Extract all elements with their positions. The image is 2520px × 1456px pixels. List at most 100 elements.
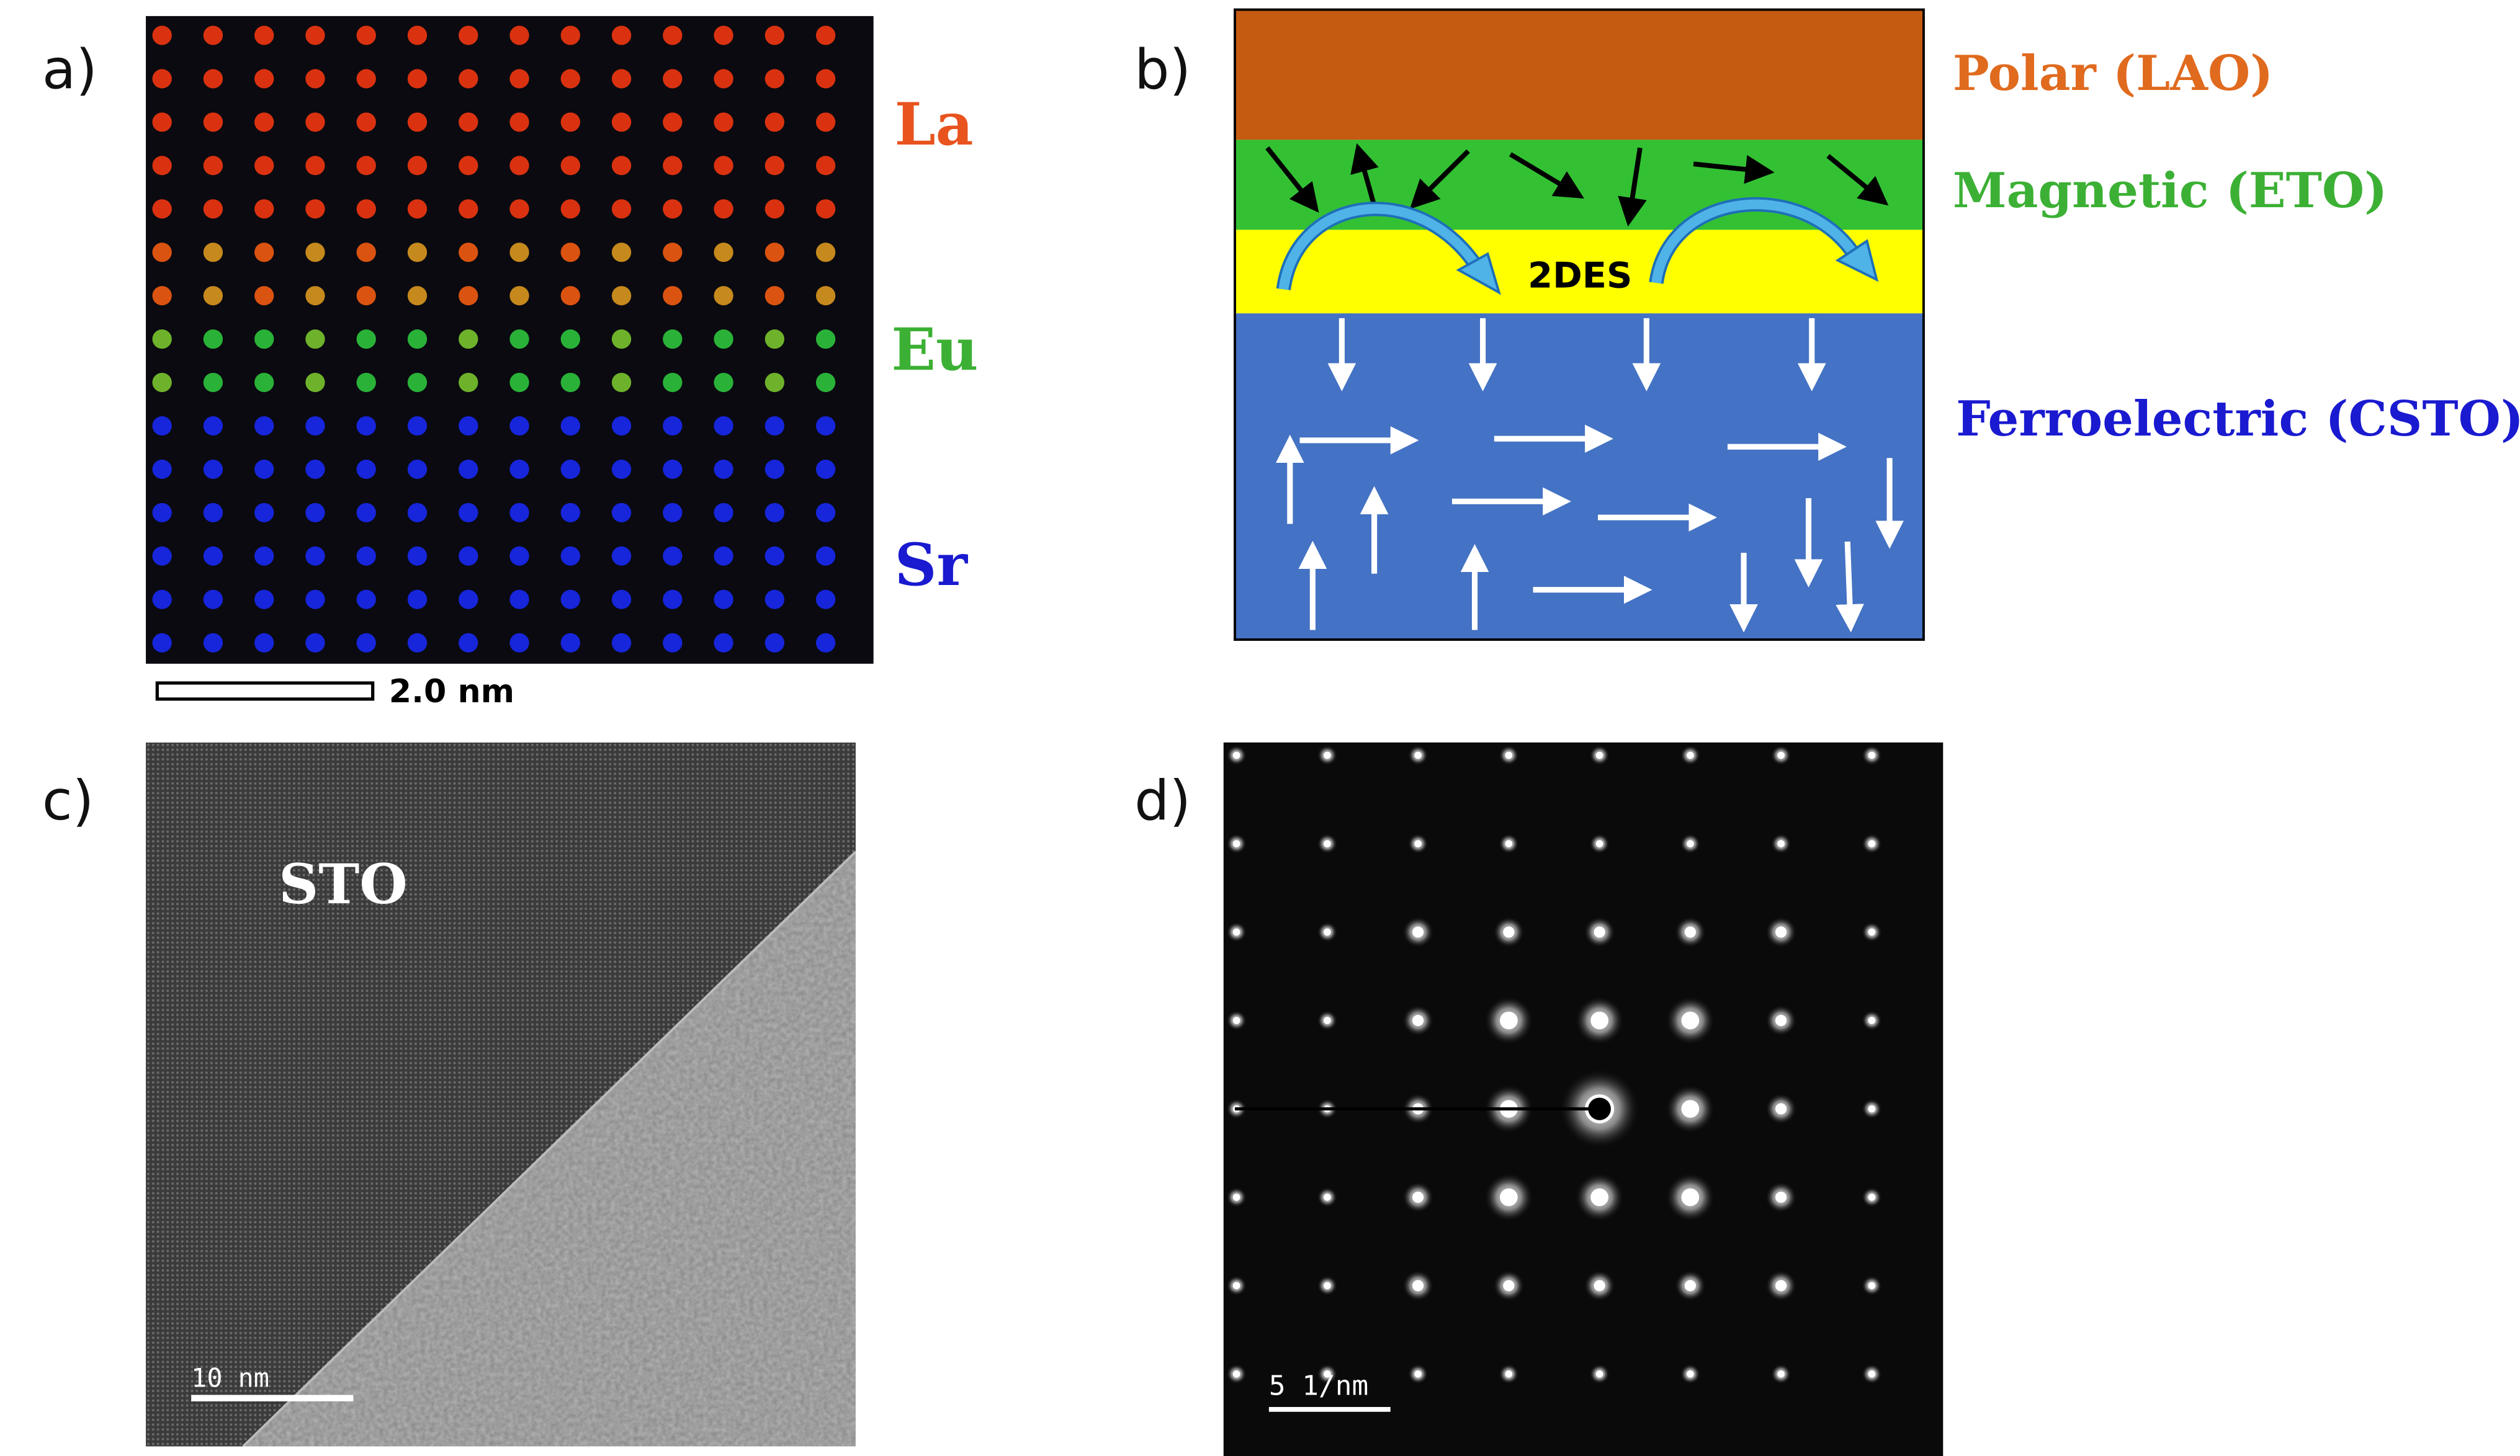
spin-arrow (1265, 146, 1319, 213)
atom-column (407, 633, 428, 653)
atom-column (815, 633, 836, 653)
atom-column (509, 633, 529, 653)
diffraction-spot-core (1414, 1370, 1422, 1378)
diffraction-spot-core (1505, 751, 1513, 759)
atom-column (203, 112, 223, 132)
atom-column (611, 329, 632, 349)
diffraction-spot-core (1868, 840, 1876, 847)
diffraction-spot-core (1681, 1188, 1700, 1207)
atom-column (765, 546, 785, 566)
diffraction-spot-core (1412, 1280, 1424, 1292)
atom-column (765, 459, 785, 479)
atom-column (765, 372, 785, 393)
atom-column (407, 372, 428, 393)
atom-column (509, 502, 529, 522)
atom-column (815, 502, 836, 522)
atom-column (815, 112, 836, 132)
diffraction-spot-core (1232, 928, 1240, 936)
atom-column (509, 112, 529, 132)
atom-column (509, 589, 529, 609)
atom-column (663, 69, 683, 89)
atom-column (152, 546, 172, 566)
atom-column (152, 329, 172, 349)
interface-layer (1235, 230, 1924, 314)
beam-stop-tip (1588, 1097, 1611, 1120)
atom-column (203, 416, 223, 436)
atom-column (765, 589, 785, 609)
atom-column (407, 199, 428, 219)
atom-column (509, 156, 529, 176)
diffraction-spot-core (1324, 1194, 1331, 1201)
atom-column (152, 502, 172, 522)
atom-column (611, 69, 632, 89)
atom-column (714, 243, 733, 262)
atom-column (459, 69, 478, 89)
panel-label: b) (1134, 38, 1191, 102)
panel-label: a) (42, 38, 97, 102)
atom-column (815, 25, 836, 45)
stack-outline (1234, 8, 1925, 641)
diffraction-spot-core (1868, 1194, 1876, 1201)
atom-column (611, 112, 632, 132)
diffraction-spot-core (1594, 926, 1605, 938)
atom-column (714, 329, 733, 349)
diffraction-spot-core (1595, 1370, 1603, 1378)
atom-column (305, 546, 325, 566)
diffraction-spot-core (1505, 1370, 1513, 1378)
atom-column (765, 112, 785, 132)
diffraction-spot-core (1686, 751, 1694, 759)
atom-column (152, 286, 172, 306)
atom-column (509, 372, 529, 393)
diffraction-spot-core (1505, 840, 1513, 847)
atom-column (356, 459, 376, 479)
atom-column (152, 112, 172, 132)
polarization-arrow (1836, 541, 1864, 633)
atom-column (663, 112, 683, 132)
diffraction-spot-core (1777, 840, 1785, 847)
diffraction-spot-core (1232, 1282, 1240, 1290)
spin-arrow (1826, 154, 1889, 206)
atom-column (407, 286, 428, 306)
atom-column (765, 286, 785, 306)
element-label: Sr (895, 531, 969, 599)
atom-column (356, 69, 376, 89)
diffraction-spot-core (1324, 1370, 1331, 1378)
atom-column (407, 546, 428, 566)
atom-column (560, 633, 580, 653)
transfer-arrow (1651, 199, 1865, 284)
diffraction-spot-core (1684, 1280, 1697, 1292)
atom-column (254, 286, 274, 306)
atom-column (560, 416, 580, 436)
atom-column (305, 243, 325, 262)
atom-column (254, 156, 274, 176)
atom-column (305, 633, 325, 653)
atom-column (459, 112, 478, 132)
diffraction-spot-core (1775, 1280, 1787, 1292)
atom-column (815, 156, 836, 176)
panel-label: c) (42, 769, 94, 833)
diffraction-spot-core (1503, 926, 1515, 938)
diffraction-spot-core (1775, 1191, 1787, 1203)
atom-column (611, 243, 632, 262)
atom-column (203, 329, 223, 349)
atom-column (152, 243, 172, 262)
atom-column (509, 25, 529, 45)
atom-column (560, 25, 580, 45)
diffraction-spot-core (1868, 1017, 1876, 1024)
atom-column (663, 459, 683, 479)
diffraction-spots (1226, 745, 1882, 1385)
atom-column (407, 69, 428, 89)
spin-arrow (1409, 149, 1470, 210)
atom-column (560, 589, 580, 609)
atom-column (459, 286, 478, 306)
atom-column (663, 546, 683, 566)
scale-bar (155, 681, 375, 701)
lao-layer (1235, 9, 1924, 140)
atom-column (714, 502, 733, 522)
diffraction-spot-core (1681, 1011, 1700, 1030)
atom-column (459, 329, 478, 349)
diffraction-spot-core (1681, 1100, 1700, 1118)
diffraction-spot-core (1324, 840, 1331, 847)
